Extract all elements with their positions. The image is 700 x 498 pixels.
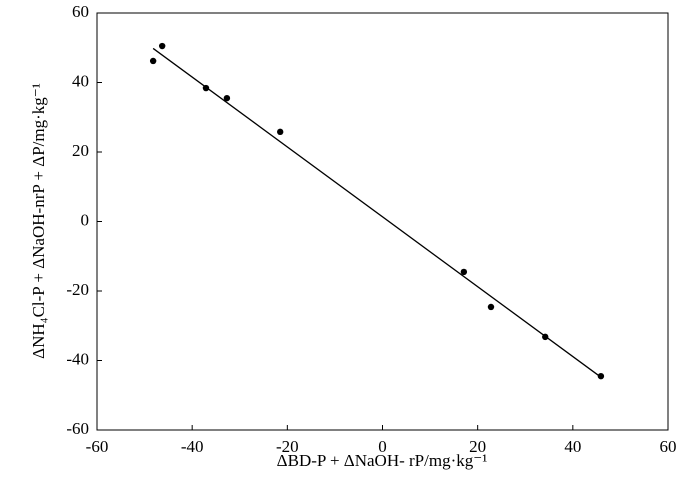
x-tick-label: -60 xyxy=(86,437,109,456)
y-tick-label: 40 xyxy=(72,71,89,90)
data-point xyxy=(487,303,495,311)
x-tick-label: 20 xyxy=(469,437,486,456)
data-point xyxy=(223,94,231,102)
x-tick-label: -20 xyxy=(276,437,299,456)
y-tick-label: -60 xyxy=(66,419,89,438)
x-tick-label: -40 xyxy=(181,437,204,456)
y-tick-label: 0 xyxy=(81,210,90,229)
x-axis-label: ΔBD-P + ΔNaOH- rP/mg·kg⁻¹ xyxy=(277,451,488,470)
fit-line xyxy=(152,47,604,380)
y-tick-label: 60 xyxy=(72,2,89,21)
x-tick-label: 40 xyxy=(564,437,581,456)
x-tick-label: 60 xyxy=(660,437,677,456)
data-point xyxy=(149,57,157,65)
y-tick-label: -20 xyxy=(66,280,89,299)
data-point xyxy=(276,128,284,136)
data-point xyxy=(158,42,166,50)
y-tick-label: -40 xyxy=(66,349,89,368)
data-point xyxy=(460,268,468,276)
y-axis-label: ΔNH₄Cl-P + ΔNaOH-nrP + ΔP/mg·kg⁻¹ xyxy=(29,83,48,359)
plot-frame xyxy=(96,12,669,431)
x-tick-label: 0 xyxy=(378,437,387,456)
y-tick-label: 20 xyxy=(72,141,89,160)
